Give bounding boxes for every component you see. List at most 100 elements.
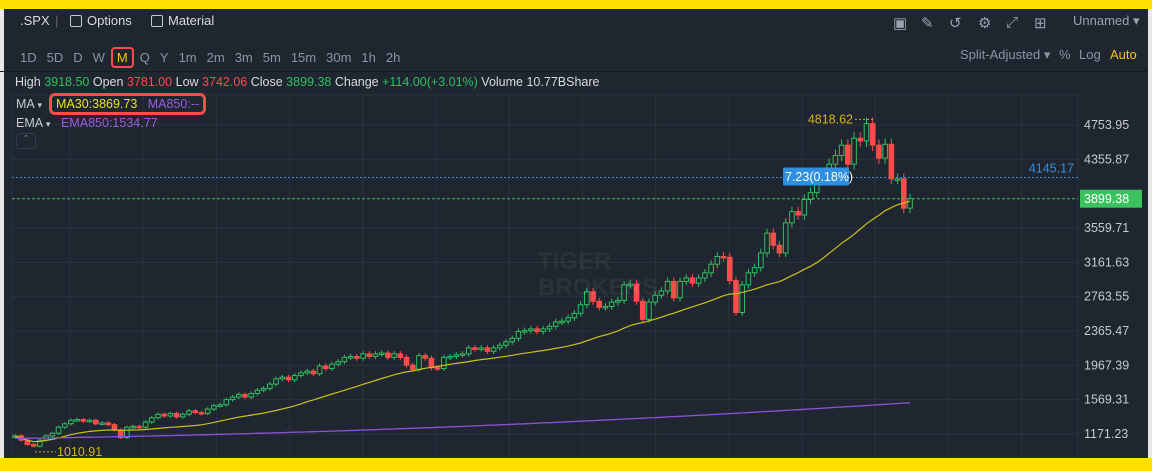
candle <box>360 353 366 359</box>
candle <box>472 347 478 350</box>
candle <box>285 376 292 381</box>
candle <box>148 417 155 423</box>
candle <box>683 277 690 282</box>
draw-icon[interactable]: ✎ <box>921 15 934 32</box>
volume-value: 10.77BShare <box>526 75 600 89</box>
candle <box>378 352 385 356</box>
adjust-dropdown[interactable]: Split-Adjusted ▾ <box>960 47 1051 62</box>
candle <box>217 404 223 407</box>
options-icon <box>70 15 82 27</box>
y-tick-label: 2763.55 <box>1084 290 1129 304</box>
candle <box>801 199 808 216</box>
candle <box>546 325 553 330</box>
candle <box>155 413 161 419</box>
period-tab-5m[interactable]: 5m <box>262 50 281 65</box>
candle <box>248 393 254 398</box>
period-tab-15m[interactable]: 15m <box>290 50 317 65</box>
candle <box>391 353 397 358</box>
period-tab-30m[interactable]: 30m <box>326 50 352 65</box>
candle <box>329 363 335 370</box>
grid-layout-icon[interactable]: ⊞ <box>1034 15 1047 32</box>
candle <box>534 328 540 332</box>
candle <box>173 412 180 418</box>
candle <box>341 356 348 363</box>
period-tab-W[interactable]: W <box>92 50 105 65</box>
candle <box>385 352 391 358</box>
auto-toggle[interactable]: Auto <box>1110 47 1137 62</box>
candle <box>639 300 646 320</box>
period-tab-1m[interactable]: 1m <box>178 50 197 65</box>
min-label: 1010.91 <box>57 445 102 458</box>
candle <box>304 370 310 374</box>
refresh-icon[interactable]: ↺ <box>949 15 962 32</box>
period-tab-2m[interactable]: 2m <box>206 50 225 65</box>
candle <box>838 144 845 157</box>
price-chart[interactable]: 4753.95 4355.87 3559.71 3161.63 2763.55 2365.… <box>0 9 1148 458</box>
options-button[interactable]: Options <box>70 13 132 28</box>
candle <box>99 422 105 425</box>
candle <box>795 211 801 216</box>
period-tab-2h[interactable]: 2h <box>385 50 401 65</box>
open-value: 3781.00 <box>126 75 173 89</box>
candle <box>49 432 56 437</box>
chart-app: .SPX | Options Material ▣ ✎ ↺ ⚙ ⤢ ⊞ Unna… <box>0 9 1152 458</box>
candle <box>211 405 217 410</box>
document-icon <box>151 15 163 27</box>
gear-icon[interactable]: ⚙ <box>978 15 992 32</box>
candle <box>161 413 167 417</box>
percent-toggle[interactable]: % <box>1059 47 1071 62</box>
period-tab-M[interactable]: M <box>110 47 134 68</box>
chart-icon[interactable]: ▣ <box>893 15 908 32</box>
period-tab-1D[interactable]: 1D <box>20 50 37 65</box>
candle <box>204 408 211 414</box>
candle <box>782 222 789 254</box>
candle <box>80 418 87 422</box>
candle <box>882 143 888 159</box>
ma-dropdown[interactable]: MA ▾ <box>16 97 43 111</box>
candle <box>105 422 112 426</box>
candle <box>459 353 466 356</box>
layout-dropdown[interactable]: Unnamed ▾ <box>1073 13 1140 28</box>
candle <box>447 355 453 359</box>
period-tab-D[interactable]: D <box>73 50 83 65</box>
collapse-button[interactable]: ⌃ <box>16 133 36 149</box>
candle <box>646 301 652 320</box>
candle <box>745 272 752 286</box>
candle <box>689 277 696 284</box>
candle <box>658 290 665 296</box>
period-tab-5D[interactable]: 5D <box>46 50 64 65</box>
material-button[interactable]: Material <box>151 13 214 28</box>
period-tab-3m[interactable]: 3m <box>234 50 253 65</box>
candle <box>608 301 615 307</box>
period-tab-Q[interactable]: Q <box>139 50 150 65</box>
ema850-line <box>14 402 911 440</box>
candle <box>478 347 484 350</box>
candle <box>584 291 590 306</box>
period-tab-Y[interactable]: Y <box>159 50 169 65</box>
material-label: Material <box>168 13 215 28</box>
candle <box>726 256 733 282</box>
y-tick-label: 1569.31 <box>1084 393 1129 407</box>
candle <box>671 280 677 299</box>
y-tick-label: 1967.39 <box>1084 358 1129 372</box>
fullscreen-icon[interactable]: ⤢ <box>1006 14 1019 31</box>
candle <box>900 178 907 209</box>
candle <box>621 284 627 301</box>
ema-dropdown[interactable]: EMA ▾ <box>16 116 51 130</box>
candle <box>739 284 745 314</box>
candle <box>180 413 186 418</box>
candle <box>720 255 727 259</box>
candle <box>37 439 43 447</box>
candle <box>577 304 584 314</box>
y-tick-label: 2365.47 <box>1084 324 1129 338</box>
period-tab-1h[interactable]: 1h <box>361 50 376 65</box>
candle <box>68 419 74 425</box>
last-price-badge <box>1080 189 1142 208</box>
candle <box>30 443 37 447</box>
candle <box>521 330 528 333</box>
candle <box>708 263 714 274</box>
candle <box>615 299 621 303</box>
log-toggle[interactable]: Log <box>1079 47 1101 62</box>
candle <box>627 283 634 287</box>
symbol-label[interactable]: .SPX <box>20 13 50 28</box>
